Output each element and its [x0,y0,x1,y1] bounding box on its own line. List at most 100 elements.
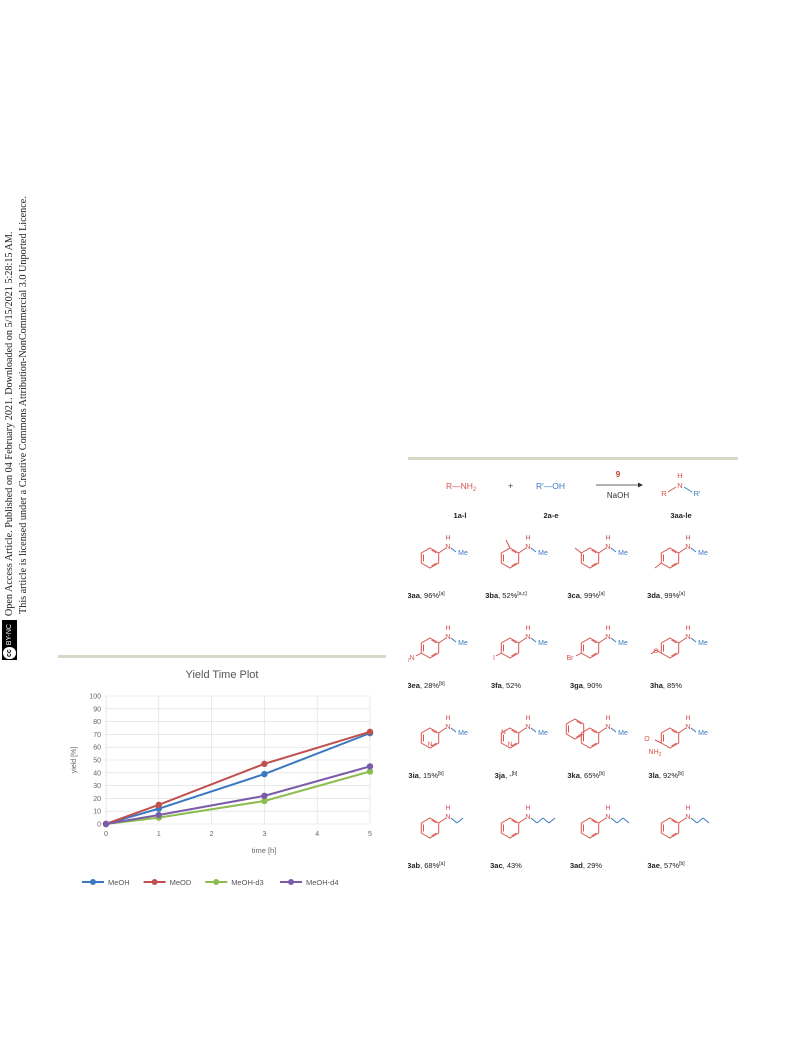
scheme-top-rule [408,457,738,460]
y-tick-label: 80 [93,719,101,726]
bond [598,547,607,554]
methyl-label: Me [458,550,468,557]
svg-text:R: R [661,489,667,498]
nitrogen-label: N [525,632,530,641]
y-tick-label: 90 [93,706,101,713]
bond [690,727,697,733]
bond [702,817,710,824]
x-axis-ticks: 0 1 2 3 4 5 [104,831,372,838]
bond [598,637,607,644]
product-label-3ka: 3ka, 65%[b] [567,771,605,780]
license-sidebar: ccBY-NC Open Access Article. Published on… [2,120,42,660]
legend-label: MeOH-d4 [306,878,339,887]
data-point [261,760,268,768]
bond [450,547,457,553]
nitrogen-label: N [685,632,690,641]
base-label: NaOH [607,491,629,500]
x-axis-label: time [h] [252,846,277,855]
hydrogen-label: H [605,805,610,812]
bond [518,637,527,644]
methyl-label: Me [538,730,548,737]
legend-label: MeOH [108,878,130,887]
series-line [105,732,371,825]
data-point [261,770,268,778]
y-axis-label: yield [%] [71,747,78,774]
product-structure-3ae: NH [660,805,710,839]
nitrogen-label: N [445,632,450,641]
series-line [105,770,371,825]
publication-note: Open Access Article. Published on 04 Feb… [3,231,15,617]
hydrogen-label: H [445,535,450,542]
methyl-bond [574,547,582,554]
legend-marker [151,879,158,885]
product-label-3ca: 3ca, 99%[a] [567,591,605,600]
benzene-ring [565,718,585,740]
hydrogen-label: H [525,535,530,542]
x-tick-label: 2 [210,831,214,838]
chart-title: Yield Time Plot [186,669,259,681]
catalyst-label: 9 [616,470,621,479]
x-tick-label: 3 [262,831,266,838]
product-structures: NHMeNHMeNHMeNHMeNHMeO2NNHMeINHMeBrNHMeON… [408,535,710,839]
data-point [366,768,374,775]
data-point [102,820,110,828]
product-label-3ha: 3ha, 85% [650,681,682,690]
svg-text:N: N [677,481,682,490]
hydrogen-label: H [525,625,530,632]
nitrogen-label: N [605,812,610,821]
bond [610,547,617,553]
nitrogen-label: N [605,722,610,731]
methoxy-bond [650,649,662,655]
bond [450,727,457,733]
product-structure-3ka: NH Me [565,715,628,749]
product-structure-3ca: NH Me [574,535,628,569]
bond [530,727,537,733]
product-label-3fa: 3fa, 52% [491,681,521,690]
x-tick-label: 1 [157,831,161,838]
benzene-ring [420,817,440,839]
data-point [155,811,162,819]
y-tick-label: 10 [93,809,101,816]
benzene-ring [580,547,600,569]
ring-nitrogen-label: N [508,741,513,748]
product-structure-3ac: NH [500,805,556,839]
bond [450,637,457,643]
y-tick-label: 20 [93,796,101,803]
product-label-3ia: 3ia, 15%[b] [408,771,444,780]
license-line-1: ccBY-NC Open Access Article. Published on… [2,120,17,660]
bond [518,547,527,554]
legend-entry: MeOD [143,878,192,887]
legend-marker [90,879,96,885]
methyl-label: Me [698,730,708,737]
bond [530,637,537,643]
hydrogen-label: H [685,715,690,722]
benzene-ring [660,637,680,659]
series-line [105,765,371,825]
product-label-3ac: 3ac, 43% [490,861,522,870]
bond [678,547,687,554]
benzene-ring [500,547,520,569]
bond [616,817,624,824]
legend-label: MeOH-d3 [231,878,264,887]
bond [456,817,464,824]
reaction-scheme: R—NH2 + R'—OH 9 NaOH H N R R' 1a-l 2a-e … [408,470,710,870]
product-structure-3ad: NH [580,805,630,839]
product-label-3ea: 3ea, 28%[b] [408,681,445,690]
svg-text:H: H [677,471,682,480]
methyl-label: Me [618,550,628,557]
ring-nitrogen-label: N [428,741,433,748]
product-structure-3ab: NH [420,805,464,839]
nitrogen-label: N [685,812,690,821]
bond [622,817,630,824]
hydrogen-label: H [685,535,690,542]
bond [548,817,556,824]
nitrogen-label: N [605,542,610,551]
y-tick-label: 70 [93,732,101,739]
benzene-ring [660,727,680,749]
chart-series [102,728,374,828]
benzene-ring [420,547,440,569]
oxygen-label: O [653,648,658,655]
hydrogen-label: H [605,715,610,722]
hydrogen-label: H [525,715,530,722]
